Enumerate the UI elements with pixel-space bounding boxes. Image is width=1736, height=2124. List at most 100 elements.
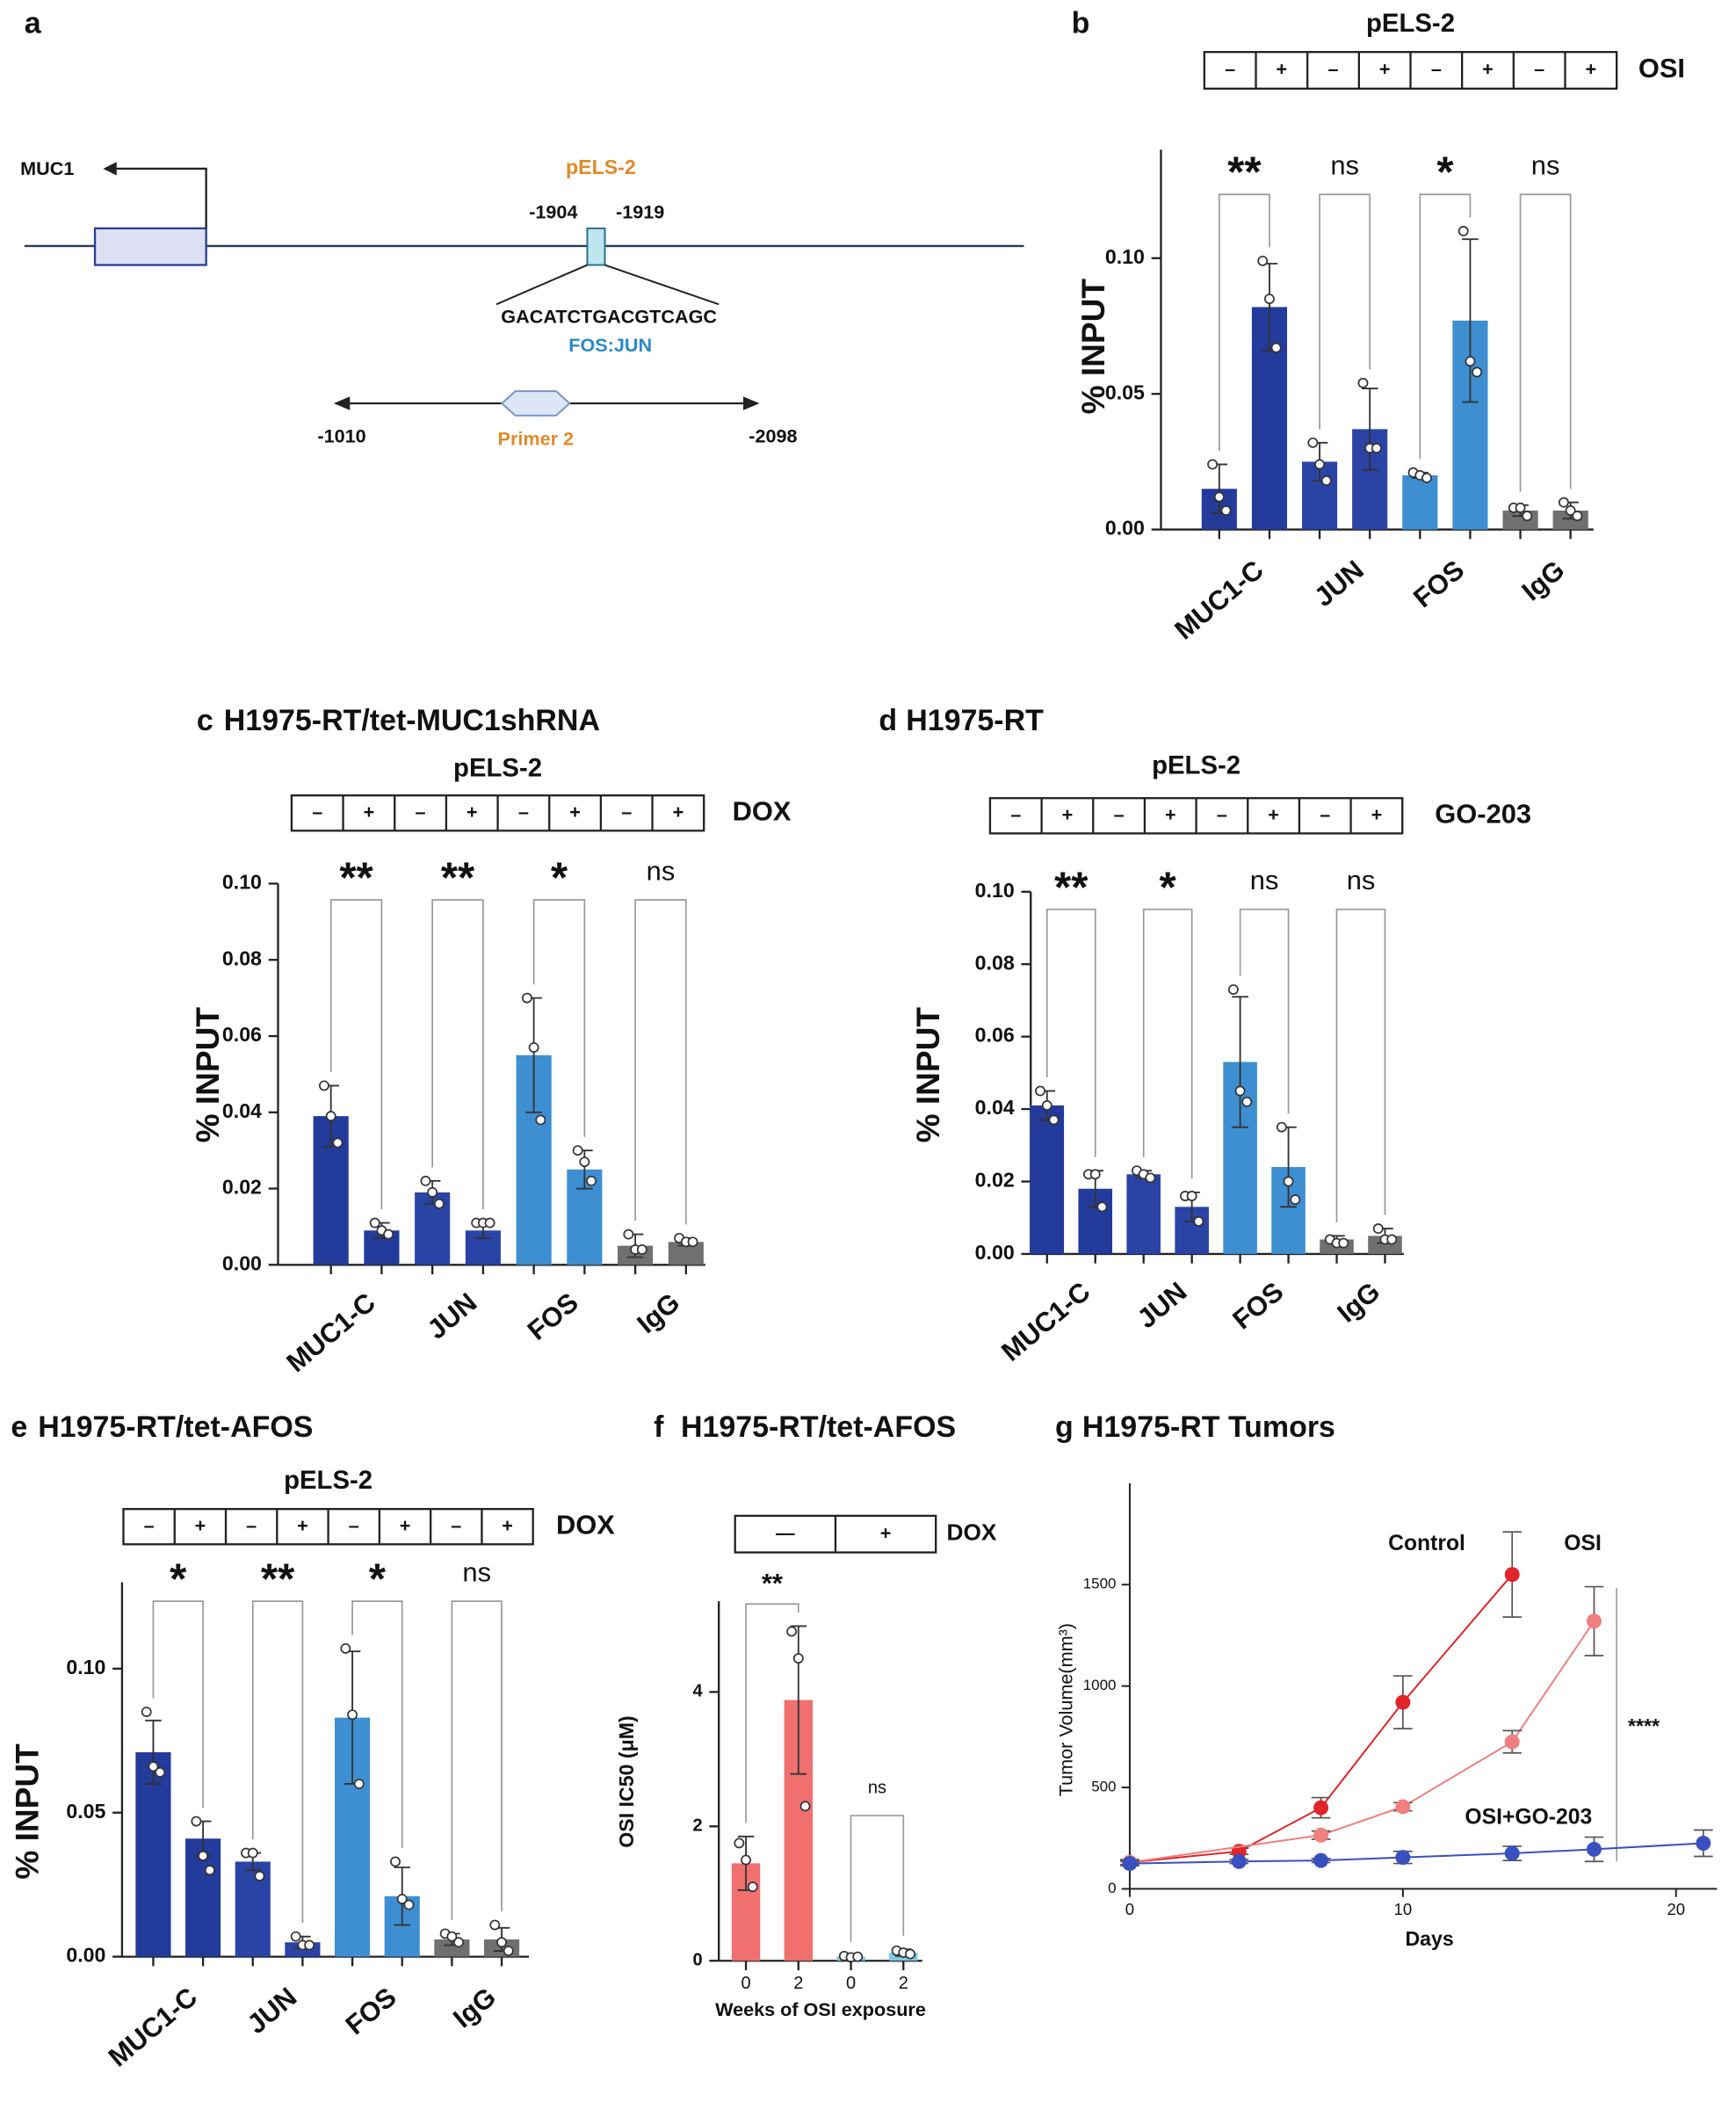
data-point [503,1946,514,1956]
data-point [304,1939,315,1951]
treatment-sign: + [195,1514,206,1536]
y-tick-label: 0.00 [222,1251,262,1274]
data-point [1515,502,1526,513]
treatment-sign: – [1431,58,1442,80]
panel-letter: a [25,6,42,40]
x-tick-label: IgG [447,1982,502,2034]
data-point [1565,505,1576,516]
data-point [1313,1827,1329,1843]
data-point [1313,1800,1329,1816]
significance-label: ** [261,1555,295,1604]
y-axis-label: % INPUT [1074,279,1111,415]
annotation: **** [1628,1714,1660,1737]
data-point [148,1761,159,1772]
data-point [1313,1852,1329,1868]
data-point [1122,1856,1138,1872]
data-point [1696,1835,1711,1851]
treatment-sign: – [1327,58,1338,80]
significance-bracket [1335,908,1386,1222]
treatment-sign: + [364,801,375,823]
x-tick-label: MUC1-C [103,1982,203,2073]
x-tick-label: 2 [793,1974,803,1993]
treatment-sign: + [1062,803,1074,825]
data-point [1231,1853,1247,1869]
significance-label: ns [1347,865,1376,895]
data-point [496,1937,507,1948]
treatment-sign: + [467,801,478,823]
significance-bracket [451,1600,503,1920]
significance-bracket [745,1603,799,1823]
subtitle: pELS-2 [1366,9,1455,38]
y-tick-label: 0.10 [222,871,262,894]
data-point [1504,1734,1520,1750]
bar [1030,1105,1065,1254]
data-point [1371,443,1382,453]
data-point [792,1653,804,1664]
data-point [1283,1176,1294,1187]
treatment-sign: – [1225,58,1235,80]
data-point [427,1186,438,1198]
y-axis-label: OSI IC50 (μM) [615,1715,638,1847]
significance-label: ** [1054,863,1089,911]
x-tick-label: MUC1-C [280,1287,380,1378]
data-point [1220,505,1232,516]
y-tick-label: 0.08 [222,946,262,969]
x-tick-label: 2 [899,1974,908,1993]
treatment-sign: + [1277,58,1288,80]
data-point [905,1948,915,1960]
data-point [1395,1850,1411,1866]
bar [1402,475,1438,530]
y-tick-label: 0.08 [975,951,1015,974]
position-label: -1904 [529,201,577,223]
series-label: Control [1388,1532,1465,1555]
arrow-head [103,162,117,176]
data-point [254,1870,265,1881]
y-tick-label: 0.04 [222,1099,262,1122]
x-tick-label: JUN [421,1287,482,1345]
error-bar [1361,388,1378,471]
x-tick-label: JUN [1308,555,1370,613]
y-tick-label: 0.06 [222,1023,262,1046]
x-tick-label: 10 [1394,1900,1413,1918]
treatment-sign: – [451,1514,461,1536]
treatment-sign: – [1010,803,1021,825]
treatment-label: GO-203 [1435,798,1531,829]
data-point [1559,497,1569,508]
y-tick-label: 0.00 [66,1944,105,1967]
data-point [1241,1096,1253,1107]
treatment-sign: + [1371,803,1383,825]
treatment-sign: – [246,1514,257,1536]
x-axis-label: Days [1405,1927,1453,1950]
subtitle: pELS-2 [453,754,542,783]
element-label: pELS-2 [566,156,636,178]
treatment-sign: + [1482,58,1494,80]
data-point [247,1847,258,1859]
data-point [1504,1845,1520,1861]
data-point [1264,294,1275,305]
data-point [290,1931,301,1942]
bar [235,1861,271,1957]
significance-label: * [1436,149,1454,197]
data-point [734,1838,745,1849]
panel-letter: g [1055,1410,1074,1444]
significance-bracket [329,899,383,1210]
data-point [521,992,532,1004]
x-tick-label: IgG [1515,555,1570,607]
significance-label: * [170,1555,187,1604]
data-point [1048,1114,1060,1126]
panel-title: H1975-RT/tet-MUC1shRNA [224,704,600,737]
data-point [319,1080,329,1091]
data-point [1504,1567,1520,1583]
x-tick-label: MUC1-C [1168,555,1269,646]
data-point [1035,1085,1045,1097]
data-point [623,1229,634,1240]
treatment-sign: – [621,801,632,823]
y-tick-label: 0 [693,1951,703,1970]
series-label: OSI+GO-203 [1465,1806,1592,1830]
data-point [1372,1223,1384,1235]
data-point [852,1951,864,1962]
significance-label: ns [1330,150,1359,181]
treatment-sign: – [312,801,322,823]
data-point [325,1111,336,1122]
